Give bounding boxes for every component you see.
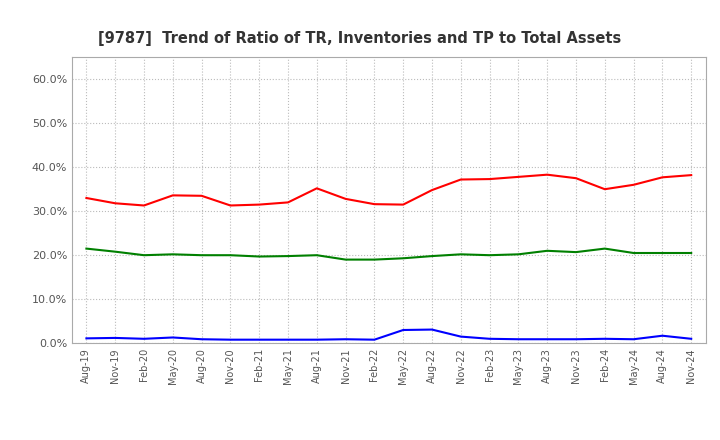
- Trade Payables: [255, 254, 264, 259]
- Trade Receivables: [168, 193, 177, 198]
- Inventories: [370, 337, 379, 342]
- Trade Payables: [140, 253, 148, 258]
- Inventories: [168, 335, 177, 340]
- Inventories: [284, 337, 292, 342]
- Trade Receivables: [572, 176, 580, 181]
- Inventories: [629, 337, 638, 342]
- Trade Payables: [572, 249, 580, 255]
- Trade Receivables: [255, 202, 264, 207]
- Trade Receivables: [428, 187, 436, 193]
- Trade Receivables: [543, 172, 552, 177]
- Inventories: [140, 336, 148, 341]
- Inventories: [312, 337, 321, 342]
- Trade Receivables: [111, 201, 120, 206]
- Inventories: [658, 333, 667, 338]
- Trade Payables: [600, 246, 609, 251]
- Trade Receivables: [629, 182, 638, 187]
- Inventories: [687, 336, 696, 341]
- Inventories: [543, 337, 552, 342]
- Inventories: [456, 334, 465, 339]
- Trade Payables: [687, 250, 696, 256]
- Trade Payables: [514, 252, 523, 257]
- Line: Inventories: Inventories: [86, 330, 691, 340]
- Trade Payables: [111, 249, 120, 254]
- Trade Payables: [226, 253, 235, 258]
- Trade Receivables: [687, 172, 696, 178]
- Inventories: [111, 335, 120, 341]
- Trade Payables: [658, 250, 667, 256]
- Trade Receivables: [82, 195, 91, 201]
- Text: [9787]  Trend of Ratio of TR, Inventories and TP to Total Assets: [9787] Trend of Ratio of TR, Inventories…: [99, 31, 621, 46]
- Trade Payables: [370, 257, 379, 262]
- Trade Receivables: [370, 202, 379, 207]
- Line: Trade Payables: Trade Payables: [86, 249, 691, 260]
- Trade Payables: [485, 253, 494, 258]
- Trade Payables: [312, 253, 321, 258]
- Inventories: [197, 337, 206, 342]
- Trade Receivables: [226, 203, 235, 208]
- Trade Payables: [284, 253, 292, 259]
- Trade Payables: [197, 253, 206, 258]
- Inventories: [255, 337, 264, 342]
- Trade Payables: [168, 252, 177, 257]
- Inventories: [82, 336, 91, 341]
- Trade Receivables: [284, 200, 292, 205]
- Trade Payables: [428, 253, 436, 259]
- Trade Payables: [629, 250, 638, 256]
- Trade Receivables: [456, 177, 465, 182]
- Inventories: [600, 336, 609, 341]
- Trade Receivables: [658, 175, 667, 180]
- Trade Receivables: [197, 193, 206, 198]
- Inventories: [399, 327, 408, 333]
- Trade Receivables: [514, 174, 523, 180]
- Line: Trade Receivables: Trade Receivables: [86, 175, 691, 205]
- Inventories: [341, 337, 350, 342]
- Trade Payables: [82, 246, 91, 251]
- Trade Receivables: [485, 176, 494, 182]
- Trade Receivables: [140, 203, 148, 208]
- Inventories: [428, 327, 436, 332]
- Inventories: [485, 336, 494, 341]
- Trade Receivables: [399, 202, 408, 207]
- Trade Payables: [341, 257, 350, 262]
- Trade Payables: [543, 248, 552, 253]
- Trade Payables: [456, 252, 465, 257]
- Inventories: [514, 337, 523, 342]
- Inventories: [226, 337, 235, 342]
- Trade Receivables: [600, 187, 609, 192]
- Trade Receivables: [312, 186, 321, 191]
- Inventories: [572, 337, 580, 342]
- Trade Payables: [399, 256, 408, 261]
- Trade Receivables: [341, 196, 350, 202]
